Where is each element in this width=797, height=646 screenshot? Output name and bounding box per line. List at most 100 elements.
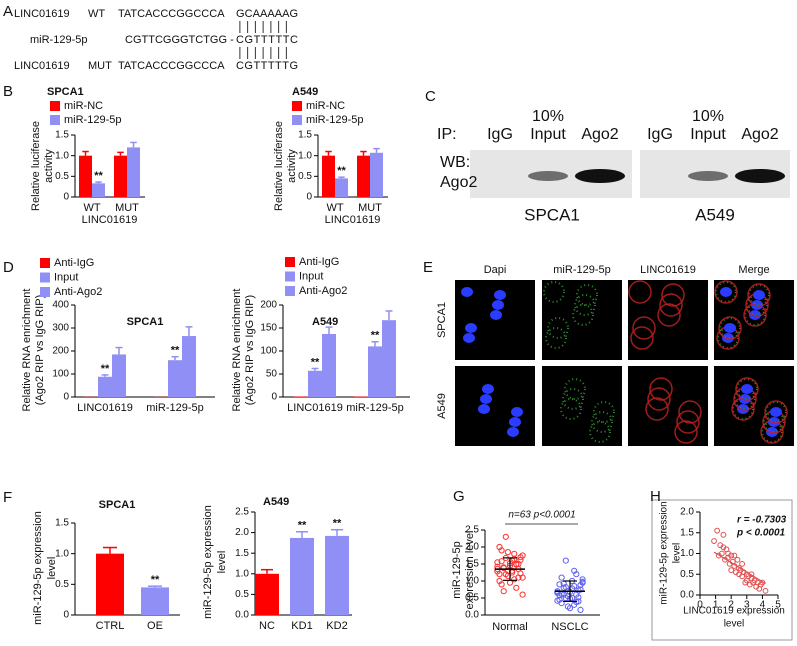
y-axis-label: Relative luciferase: [273, 121, 285, 211]
data-point: [564, 603, 572, 610]
micrograph: [542, 366, 622, 446]
x-tick-label: miR-129-5p: [146, 402, 203, 414]
y-tick-label: 0.0: [465, 610, 479, 621]
red-signal: [674, 420, 698, 444]
nucleus: [753, 290, 765, 300]
x-axis-label: LINC01619 expression: [683, 606, 785, 617]
legend-label: Anti-IgG: [299, 256, 339, 268]
red-signal: [747, 283, 771, 307]
legend-swatch: [40, 272, 50, 283]
x-tick-label: LINC01619: [287, 402, 343, 414]
chart-title: A549: [292, 86, 318, 98]
bar: [255, 573, 279, 615]
y-tick-label: 2.5: [235, 507, 249, 518]
x-tick-label: MUT: [115, 202, 139, 214]
significance: **: [333, 518, 342, 530]
data-point: [519, 591, 526, 598]
nucleus: [490, 310, 502, 320]
significance: **: [298, 520, 307, 532]
nucleus: [465, 323, 477, 333]
y-axis-label: level: [46, 557, 58, 580]
lane-label: Input: [690, 126, 726, 143]
significance: **: [371, 330, 380, 342]
data-point: [513, 584, 520, 591]
bar: [322, 333, 336, 397]
green-signal: [562, 388, 584, 410]
y-tick-label: 1.0: [465, 576, 479, 587]
panel-label: C: [425, 88, 436, 105]
green-signal: [589, 421, 611, 443]
y-axis-label: Relative RNA enrichment: [231, 289, 243, 412]
y-tick-label: 50: [266, 369, 278, 380]
y-tick-label: 0.5: [55, 579, 69, 590]
y-axis-label: activity: [286, 149, 298, 183]
significance: **: [101, 363, 110, 375]
nucleus: [509, 417, 521, 427]
x-tick-label: miR-129-5p: [346, 402, 403, 414]
legend-label: miR-129-5p: [64, 114, 121, 126]
nucleus: [741, 384, 753, 394]
green-signal: [736, 378, 758, 400]
column-header: Merge: [738, 264, 769, 276]
y-tick-label: 1.0: [298, 150, 312, 161]
y-axis-label: (Ago2 RIP vs IgG RIP): [244, 295, 256, 405]
annotation: r = -0.7303: [737, 515, 787, 526]
green-signal: [715, 281, 737, 303]
sequence-name: miR-129-5p: [30, 34, 87, 46]
data-point: [720, 531, 727, 538]
y-axis-label: miR-129-5p expression: [202, 505, 214, 619]
bar: [114, 155, 127, 197]
y-tick-label: 0.5: [298, 171, 312, 182]
y-tick-label: 1.5: [55, 518, 69, 529]
annotation: p < 0.0001: [736, 528, 786, 539]
data-point: [519, 574, 526, 581]
legend-label: Anti-IgG: [54, 257, 94, 269]
y-tick-label: 1.5: [55, 130, 69, 141]
y-axis-label: miR-129-5p: [451, 541, 463, 598]
data-point: [556, 581, 563, 588]
nucleus: [492, 300, 504, 310]
data-point: [725, 550, 731, 557]
panel-frame: [651, 499, 793, 641]
y-tick-label: 2.0: [680, 507, 694, 518]
panel-label: E: [423, 259, 433, 276]
data-point: [558, 574, 565, 581]
regression-line: [713, 551, 766, 585]
blot-band: [528, 171, 568, 181]
nucleus: [739, 394, 751, 404]
bar: [141, 587, 169, 615]
y-axis-label: level: [672, 543, 683, 564]
bar: [325, 535, 349, 615]
sequence: CGTTCGGGTCTGG -: [125, 34, 234, 46]
binding-site: CGTTTTTG: [236, 60, 298, 72]
y-tick-label: 0: [63, 610, 69, 621]
legend-label: miR-NC: [64, 100, 103, 112]
bar: [168, 360, 182, 397]
lane-label: Input: [530, 126, 566, 143]
red-signal: [645, 397, 669, 421]
data-point: [762, 587, 769, 594]
data-point: [718, 550, 725, 557]
y-tick-label: 0: [271, 392, 277, 403]
chart-title: SPCA1: [127, 316, 164, 328]
binding-site: CGTTTTTC: [236, 34, 298, 46]
panel-label: G: [453, 488, 465, 505]
green-signal: [543, 281, 565, 303]
green-signal: [547, 317, 569, 339]
y-tick-label: 400: [52, 300, 69, 311]
lane-label: Ago2: [741, 126, 778, 143]
nucleus: [461, 287, 473, 297]
nucleus: [507, 427, 519, 437]
significance: **: [337, 165, 346, 177]
data-point: [731, 552, 738, 559]
y-tick-label: 1.0: [235, 568, 249, 579]
x-tick-label: WT: [326, 202, 343, 214]
data-point: [579, 576, 586, 583]
micrograph: [628, 280, 708, 360]
data-point: [496, 577, 503, 585]
panel-label: F: [3, 489, 12, 506]
bar: [370, 152, 383, 197]
binding-site: GCAAAAAG: [236, 8, 298, 20]
red-signal: [647, 387, 671, 411]
